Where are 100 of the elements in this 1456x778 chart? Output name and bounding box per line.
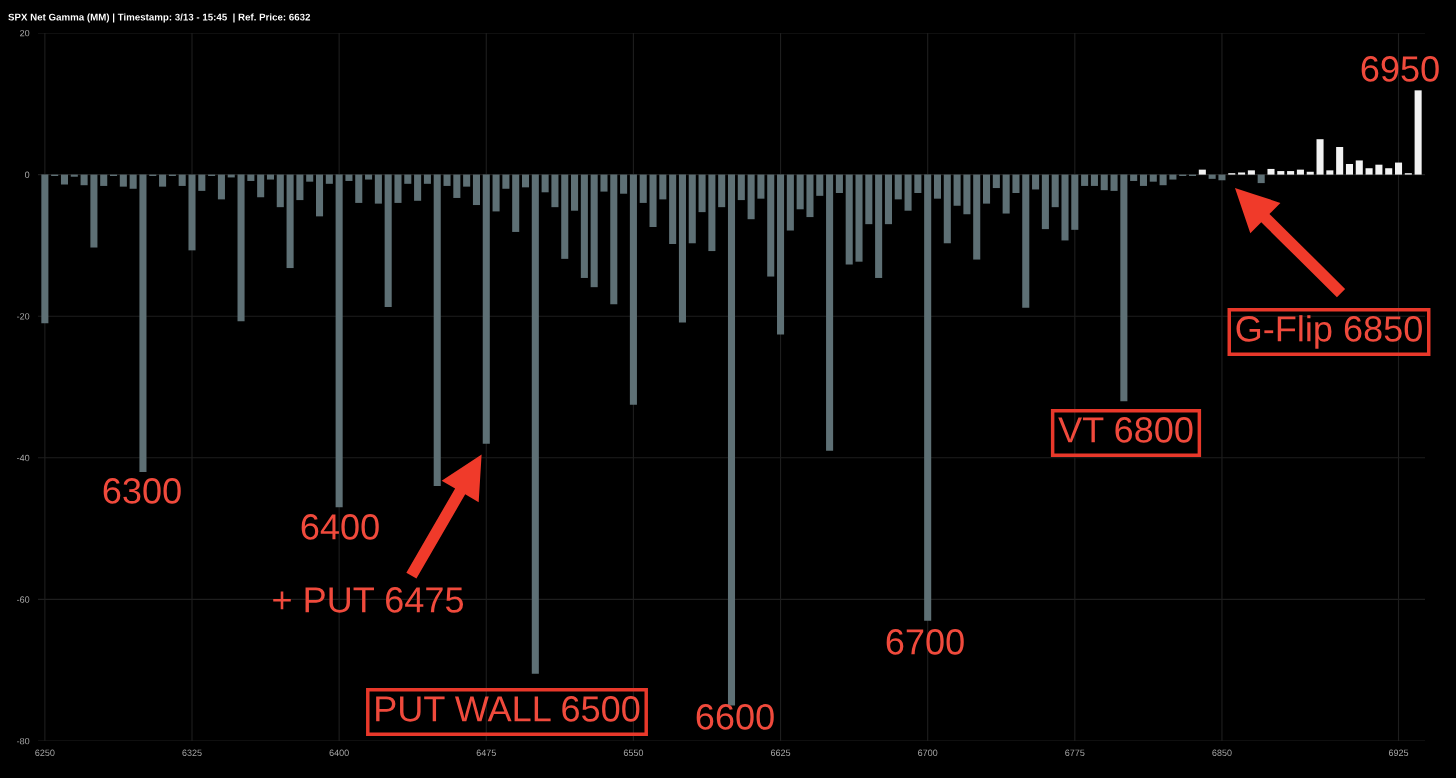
x-tick-label: 6925 xyxy=(1388,749,1409,756)
bar xyxy=(924,174,932,621)
bar xyxy=(100,174,108,186)
bar xyxy=(1159,174,1167,186)
bar xyxy=(276,174,284,208)
bar xyxy=(1355,160,1363,175)
bar xyxy=(129,174,137,189)
bar xyxy=(1238,172,1246,175)
bar xyxy=(423,174,431,184)
bar xyxy=(325,174,333,184)
bar xyxy=(1208,174,1216,179)
bar xyxy=(266,174,275,180)
bar xyxy=(1257,174,1265,184)
bar xyxy=(1051,174,1059,208)
bar xyxy=(188,174,196,251)
x-tick-label: 6250 xyxy=(35,749,55,756)
bar xyxy=(639,174,647,203)
bar xyxy=(561,174,569,259)
bar xyxy=(757,174,765,199)
x-tick-label: 6475 xyxy=(476,749,496,756)
bar xyxy=(718,174,726,208)
x-tick-label: 6625 xyxy=(770,749,791,756)
bar xyxy=(335,174,343,508)
bar xyxy=(875,174,883,278)
annotation: PUT WALL 6500 xyxy=(376,696,640,722)
bar xyxy=(1061,174,1069,241)
bar xyxy=(41,174,49,324)
bar xyxy=(1306,171,1314,175)
bar xyxy=(531,174,539,674)
bar xyxy=(443,174,451,186)
bar xyxy=(1316,139,1324,175)
chart-title: SPX Net Gamma (MM) | Timestamp: 3/13 - 15:45 | Ref. Price: 6632 xyxy=(8,13,311,23)
bar xyxy=(600,174,608,192)
bar xyxy=(1002,174,1010,214)
bar xyxy=(492,174,500,212)
bar xyxy=(306,174,314,182)
x-tick-label: 6700 xyxy=(918,749,938,756)
bar xyxy=(1345,163,1353,175)
bar xyxy=(286,174,294,269)
y-tick-label: -80 xyxy=(17,737,30,745)
bar xyxy=(796,174,804,210)
bar xyxy=(610,174,618,305)
bar xyxy=(620,174,628,194)
bar xyxy=(414,174,422,201)
bar xyxy=(806,174,814,218)
bar xyxy=(237,174,245,322)
bar xyxy=(1336,146,1344,175)
bar xyxy=(855,174,863,262)
x-tick-label: 6400 xyxy=(329,749,349,756)
bar xyxy=(1277,171,1285,175)
bar xyxy=(247,174,255,181)
bar xyxy=(845,174,853,265)
bar xyxy=(953,174,961,206)
bar xyxy=(786,174,794,231)
y-tick-label: 20 xyxy=(20,29,30,37)
bar xyxy=(1022,174,1030,308)
bar xyxy=(404,174,412,184)
bar xyxy=(433,174,441,487)
bar xyxy=(894,174,902,200)
bar xyxy=(1414,90,1422,175)
bar xyxy=(708,174,716,252)
annotation: 6400 xyxy=(301,514,379,540)
bar xyxy=(826,174,834,451)
bar xyxy=(1394,162,1403,175)
bar xyxy=(688,174,696,244)
bar xyxy=(1287,171,1295,175)
bar xyxy=(992,174,1000,189)
bar xyxy=(345,174,353,181)
y-tick-label: 0 xyxy=(25,171,30,178)
bar xyxy=(1198,169,1206,175)
bar xyxy=(737,174,745,201)
bar xyxy=(502,174,510,189)
bar xyxy=(1032,174,1040,190)
x-tick-label: 6325 xyxy=(182,749,202,756)
bar xyxy=(678,174,686,323)
bar xyxy=(580,174,588,278)
bar xyxy=(777,174,785,335)
bar xyxy=(865,174,873,225)
bar xyxy=(374,174,382,204)
bar xyxy=(698,174,706,213)
bar xyxy=(512,174,520,232)
bar xyxy=(60,174,69,185)
bar xyxy=(1130,174,1138,181)
bar xyxy=(649,174,657,227)
annotation: 6300 xyxy=(103,478,181,504)
bar xyxy=(1139,174,1148,186)
bar xyxy=(296,174,304,201)
bar xyxy=(1041,174,1049,230)
bar xyxy=(119,174,127,187)
bar xyxy=(973,174,981,260)
annotation: 6700 xyxy=(886,629,964,655)
y-tick-label: -20 xyxy=(17,313,30,320)
bar xyxy=(159,174,167,187)
bar xyxy=(472,174,480,206)
x-tick-label: 6775 xyxy=(1065,749,1085,756)
bar xyxy=(1110,174,1118,191)
bar xyxy=(1100,174,1108,191)
annotation: 6950 xyxy=(1361,56,1439,82)
bar xyxy=(983,174,991,204)
bar xyxy=(541,174,549,193)
